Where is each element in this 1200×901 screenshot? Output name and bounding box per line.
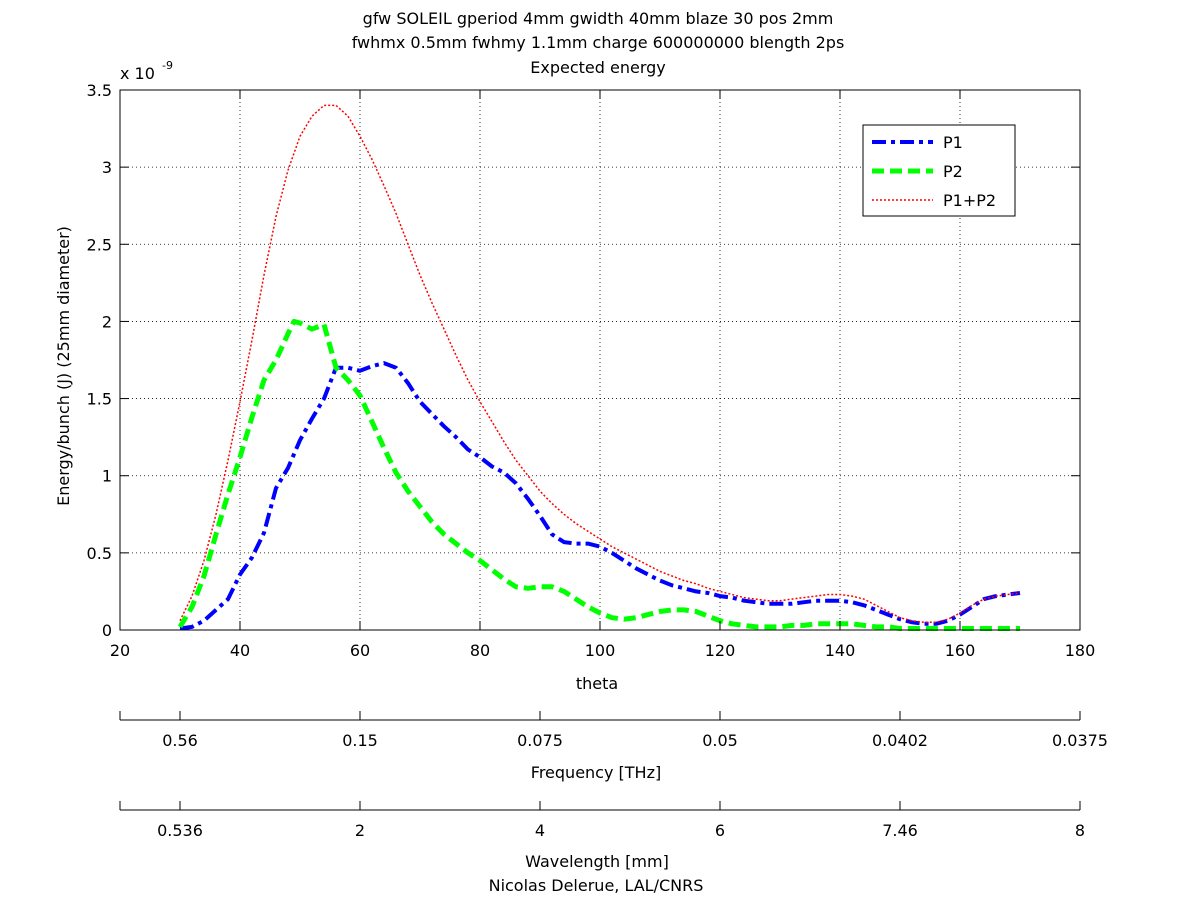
chart-title-line-3: Expected energy <box>530 58 665 77</box>
y-axis-label: Energy/bunch (J) (25mm diameter) <box>54 226 73 506</box>
series-line-p1 <box>179 361 1021 631</box>
series-line-p2 <box>177 318 1020 631</box>
author-credit: Nicolas Delerue, LAL/CNRS <box>489 876 704 895</box>
frequency-tick-label: 0.0375 <box>1052 731 1108 750</box>
chart-title-line-1: gfw SOLEIL gperiod 4mm gwidth 40mm blaze… <box>363 9 834 28</box>
wavelength-tick-label: 4 <box>535 821 545 840</box>
series-layer <box>177 104 1021 631</box>
y-exponent-label: x 10 <box>120 64 155 83</box>
wavelength-tick-label: 2 <box>355 821 365 840</box>
y-tick-label: 1.5 <box>87 390 112 409</box>
wavelength-tick-label: 7.46 <box>882 821 918 840</box>
y-exponent-power: -9 <box>162 59 173 72</box>
wavelength-tick-label: 0.536 <box>157 821 203 840</box>
y-tick-label: 0 <box>102 621 112 640</box>
y-tick-label: 2.5 <box>87 235 112 254</box>
wavelength-axis-ticks: 0.536 2 4 6 7.46 8 <box>119 801 1085 840</box>
frequency-tick-label: 0.15 <box>342 731 378 750</box>
wavelength-tick-label: 8 <box>1075 821 1085 840</box>
x-tick-label: 120 <box>705 641 736 660</box>
legend-box <box>862 124 1016 217</box>
y-tick-label: 3.5 <box>87 81 112 100</box>
x-tick-label: 100 <box>585 641 616 660</box>
wavelength-tick-label: 6 <box>715 821 725 840</box>
chart-title-line-2: fwhmx 0.5mm fwhmy 1.1mm charge 600000000… <box>352 33 845 52</box>
frequency-axis-label: Frequency [THz] <box>531 763 661 782</box>
y-tick-label: 3 <box>102 158 112 177</box>
x-tick-label: 180 <box>1065 641 1096 660</box>
x-tick-label: 20 <box>110 641 130 660</box>
frequency-tick-label: 0.05 <box>702 731 738 750</box>
y-tick-label: 2 <box>102 312 112 331</box>
x-axis-label: theta <box>576 674 618 693</box>
x-tick-label: 160 <box>945 641 976 660</box>
x-tick-label: 40 <box>230 641 250 660</box>
frequency-axis-ticks: 0.56 0.15 0.075 0.05 0.0402 0.0375 <box>119 711 1108 750</box>
wavelength-axis-label: Wavelength [mm] <box>525 852 669 871</box>
x-tick-label: 140 <box>825 641 856 660</box>
legend-label-p1p2: P1+P2 <box>943 191 996 210</box>
frequency-tick-label: 0.56 <box>162 731 198 750</box>
frequency-tick-label: 0.075 <box>517 731 563 750</box>
legend-label-p1: P1 <box>943 133 963 152</box>
x-tick-label: 60 <box>350 641 370 660</box>
x-tick-label: 80 <box>470 641 490 660</box>
ticks: 20 40 60 80 100 120 140 160 180 0 0.5 1 1.5 2 2.5 3 3.5 <box>87 81 1096 660</box>
legend-label-p2: P2 <box>943 162 963 181</box>
legend: P1 P2 P1+P2 <box>862 124 1016 217</box>
frequency-tick-label: 0.0402 <box>872 731 928 750</box>
y-tick-label: 0.5 <box>87 544 112 563</box>
y-tick-label: 1 <box>102 467 112 486</box>
